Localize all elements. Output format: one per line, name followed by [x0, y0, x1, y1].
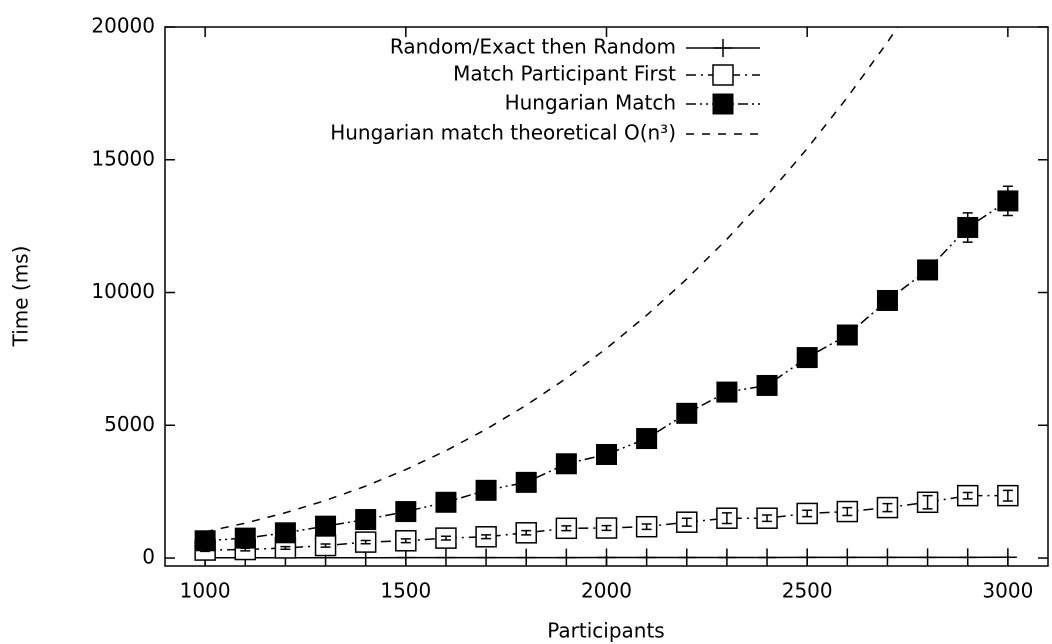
x-tick-label: 3000 — [982, 579, 1033, 603]
marker — [756, 374, 778, 396]
error-bar — [280, 545, 291, 551]
error-bar — [561, 525, 572, 532]
error-bar — [922, 494, 933, 510]
marker — [557, 548, 576, 566]
marker — [838, 548, 857, 566]
marker — [475, 479, 497, 501]
marker — [477, 548, 496, 566]
legend-label: Random/Exact then Random — [390, 35, 676, 59]
y-tick-label: 0 — [142, 545, 155, 569]
marker — [636, 428, 658, 450]
marker — [515, 471, 537, 493]
marker — [796, 347, 818, 369]
marker — [597, 548, 616, 566]
marker — [194, 530, 216, 552]
marker — [917, 259, 939, 281]
error-bar — [320, 543, 331, 548]
error-bar — [681, 517, 692, 527]
error-bar — [802, 509, 813, 518]
marker — [436, 548, 455, 566]
y-tick-label: 5000 — [104, 412, 155, 436]
marker — [716, 381, 738, 403]
marker — [517, 548, 536, 566]
legend-label: Hungarian match theoretical O(n³) — [330, 121, 676, 145]
marker — [997, 190, 1019, 212]
error-bar — [762, 514, 773, 523]
error-bar — [641, 523, 652, 531]
marker — [957, 216, 979, 238]
marker — [998, 548, 1017, 566]
error-bar — [481, 534, 492, 540]
y-tick-label: 10000 — [91, 279, 155, 303]
marker — [836, 324, 858, 346]
marker — [355, 509, 377, 531]
marker — [234, 527, 256, 549]
y-tick-label: 20000 — [91, 14, 155, 38]
series-line — [205, 200, 1009, 542]
error-bar — [842, 506, 853, 517]
marker — [637, 548, 656, 566]
error-bar — [882, 502, 893, 513]
marker — [876, 289, 898, 311]
x-tick-label: 2500 — [782, 579, 833, 603]
y-axis-label: Time (ms) — [9, 246, 33, 348]
error-bar — [521, 529, 532, 536]
x-axis-label: Participants — [547, 619, 664, 643]
marker — [396, 548, 415, 566]
marker — [758, 548, 777, 566]
marker — [798, 548, 817, 566]
error-bar — [962, 491, 973, 500]
marker — [918, 548, 937, 566]
marker — [714, 39, 732, 57]
error-bar — [360, 539, 371, 545]
marker — [712, 93, 734, 115]
marker — [315, 515, 337, 537]
legend-label: Match Participant First — [453, 62, 676, 86]
marker — [435, 491, 457, 513]
error-bar — [721, 512, 732, 525]
marker — [555, 453, 577, 475]
marker — [596, 443, 617, 465]
marker — [677, 548, 696, 566]
marker — [395, 501, 417, 523]
error-bar — [440, 535, 451, 541]
legend-label: Hungarian Match — [505, 91, 676, 115]
error-bar — [1002, 489, 1013, 502]
error-bar — [601, 524, 612, 532]
marker — [712, 64, 734, 86]
marker — [676, 402, 698, 424]
x-tick-label: 1500 — [380, 579, 431, 603]
marker — [878, 548, 897, 566]
marker — [274, 522, 296, 544]
plot-area — [194, 27, 1019, 566]
x-tick-label: 1000 — [180, 579, 231, 603]
y-tick-label: 15000 — [91, 146, 155, 170]
marker — [717, 548, 736, 566]
error-bar — [400, 538, 411, 544]
x-tick-label: 2000 — [581, 579, 632, 603]
marker — [958, 548, 977, 566]
